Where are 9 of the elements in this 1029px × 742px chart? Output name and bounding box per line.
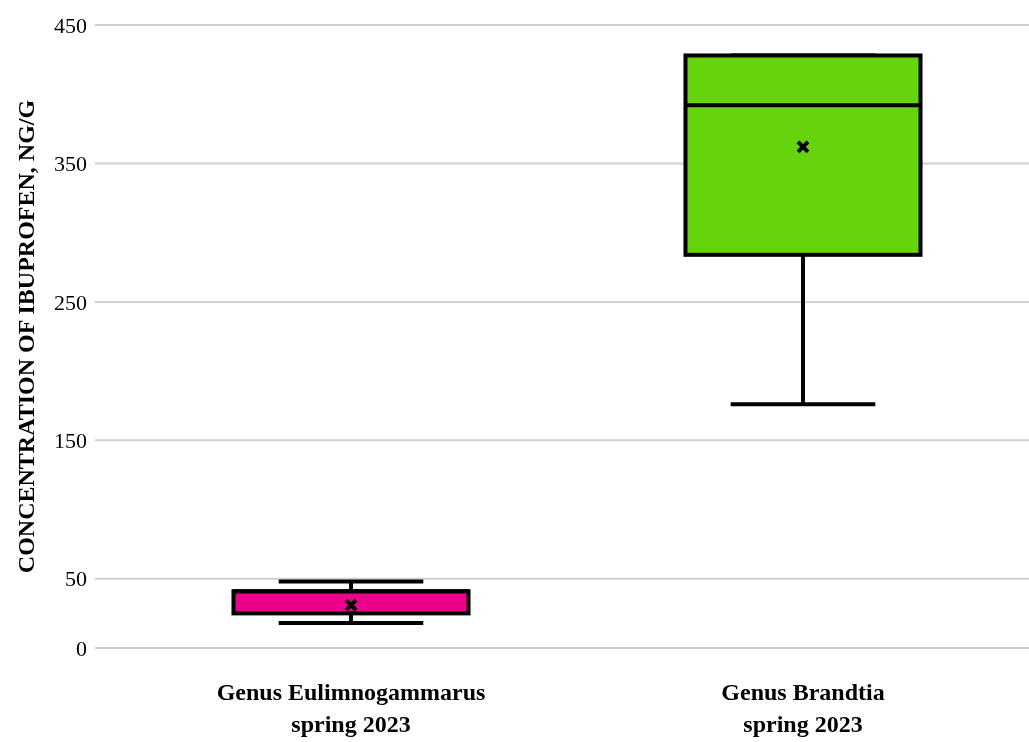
y-axis-title: CONCENTRATION OF IBUPROFEN, NG/G xyxy=(13,99,39,574)
x-tick-label: Genus Eulimnogammarus spring 2023 xyxy=(216,679,486,737)
y-tick-label: 150 xyxy=(54,428,87,454)
y-tick-label: 350 xyxy=(54,151,87,177)
y-tick-label: 450 xyxy=(54,12,87,38)
x-tick-label: Genus Brandtia spring 2023 xyxy=(721,679,885,737)
y-tick-label: 250 xyxy=(54,289,87,315)
y-tick-label: 0 xyxy=(76,635,87,661)
y-tick-label: 50 xyxy=(65,566,87,592)
